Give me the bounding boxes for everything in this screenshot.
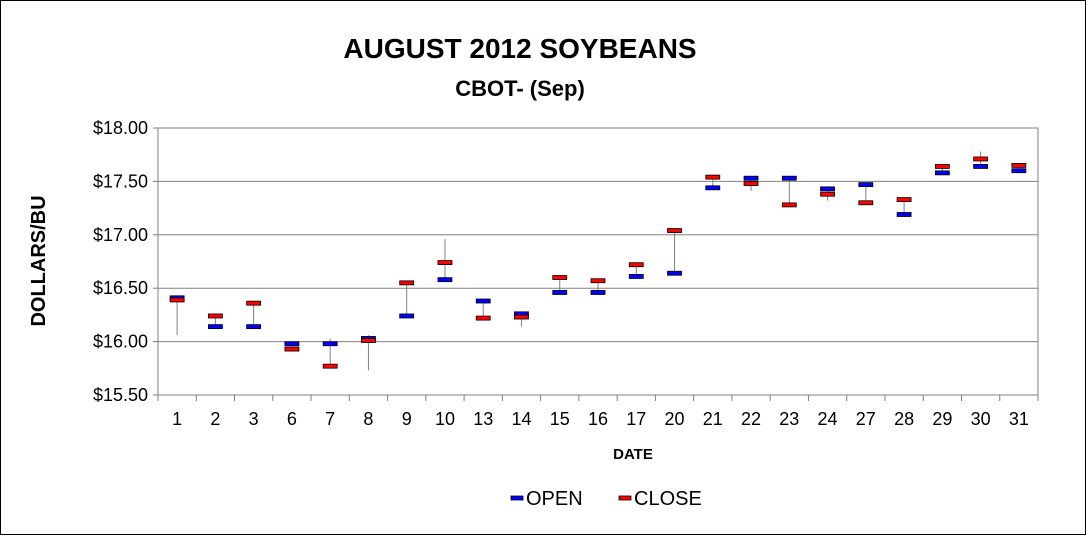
x-tick-label: 21	[703, 409, 723, 429]
close-marker	[437, 260, 453, 265]
x-tick-label: 6	[287, 409, 297, 429]
close-marker	[246, 300, 262, 306]
x-tick-label: 27	[856, 409, 876, 429]
x-tick-label: 17	[626, 409, 646, 429]
open-marker	[552, 290, 568, 295]
y-tick-label: $16.00	[93, 332, 148, 352]
x-tick-label: 9	[402, 409, 412, 429]
gridlines	[158, 127, 1038, 396]
open-marker	[284, 341, 300, 347]
close-marker	[399, 280, 415, 286]
close-marker	[667, 228, 682, 233]
close-marker	[781, 202, 797, 208]
close-marker	[169, 297, 185, 303]
close-marker	[743, 181, 759, 186]
open-marker	[628, 274, 644, 279]
x-tick-label: 1	[172, 409, 182, 429]
open-marker	[437, 277, 453, 283]
close-marker	[934, 164, 950, 169]
close-marker	[896, 197, 912, 202]
open-marker	[743, 175, 759, 181]
close-marker	[361, 338, 376, 343]
x-tick-label: 20	[665, 409, 685, 429]
close-marker	[475, 315, 491, 321]
open-marker	[475, 298, 491, 304]
close-marker	[514, 314, 529, 320]
open-marker	[399, 313, 415, 319]
x-tick-label: 3	[249, 409, 259, 429]
open-marker	[896, 212, 912, 217]
chart-title: AUGUST 2012 SOYBEANS	[343, 33, 696, 64]
x-tick-label: 2	[210, 409, 220, 429]
open-marker	[590, 290, 606, 295]
x-axis-label: DATE	[613, 446, 653, 463]
candlesticks	[169, 151, 1027, 371]
x-tick-label: 13	[473, 409, 493, 429]
legend-swatch	[510, 495, 524, 501]
open-marker	[781, 175, 797, 181]
plot-area	[157, 127, 1039, 396]
close-marker	[590, 278, 606, 284]
close-marker	[322, 363, 338, 369]
open-marker	[667, 270, 682, 276]
y-tick-label: $17.50	[93, 171, 148, 191]
y-axis: $15.50 $16.00 $16.50 $17.00 $17.50 $18.00	[93, 118, 158, 405]
x-tick-label: 29	[932, 409, 952, 429]
close-marker	[284, 346, 300, 352]
y-axis-label: DOLLARS/BU	[28, 195, 50, 326]
close-marker	[858, 200, 874, 206]
x-tick-label: 15	[550, 409, 570, 429]
close-marker	[207, 313, 223, 319]
chart-subtitle: CBOT- (Sep)	[455, 76, 585, 101]
legend-label: OPEN	[526, 488, 583, 510]
open-marker	[934, 170, 950, 176]
x-tick-label: 23	[779, 409, 799, 429]
open-marker	[820, 186, 835, 192]
open-marker	[322, 341, 338, 347]
x-tick-label: 10	[435, 409, 455, 429]
legend-label: CLOSE	[634, 488, 702, 510]
close-marker	[1011, 162, 1027, 168]
x-tick-label: 22	[741, 409, 761, 429]
x-tick-label: 31	[1009, 409, 1029, 429]
open-marker	[973, 164, 989, 169]
x-tick-label: 24	[818, 409, 838, 429]
y-tick-label: $16.50	[93, 278, 148, 298]
x-tick-label: 16	[588, 409, 608, 429]
x-tick-label: 14	[511, 409, 531, 429]
close-marker	[705, 174, 721, 180]
legend-swatch	[618, 495, 632, 501]
y-tick-label: $15.50	[93, 385, 148, 405]
legend: OPEN CLOSE	[510, 488, 702, 510]
x-tick-label: 28	[894, 409, 914, 429]
y-tick-label: $18.00	[93, 118, 148, 138]
y-tick-label: $17.00	[93, 225, 148, 245]
x-tick-label: 8	[363, 409, 373, 429]
open-marker	[858, 182, 874, 188]
close-marker	[552, 275, 568, 280]
close-marker	[628, 262, 644, 268]
open-marker	[705, 185, 721, 191]
open-marker	[1011, 168, 1027, 174]
close-marker	[820, 191, 835, 197]
x-axis: 1 2 3 6 7 8 9 10 13 14 15 16 17 20 21 22 23 24 27 28 29 30 31	[157, 395, 1039, 429]
open-marker	[246, 324, 262, 330]
x-tick-label: 7	[325, 409, 335, 429]
x-tick-label: 30	[971, 409, 991, 429]
open-marker	[207, 324, 223, 330]
close-marker	[973, 156, 989, 162]
